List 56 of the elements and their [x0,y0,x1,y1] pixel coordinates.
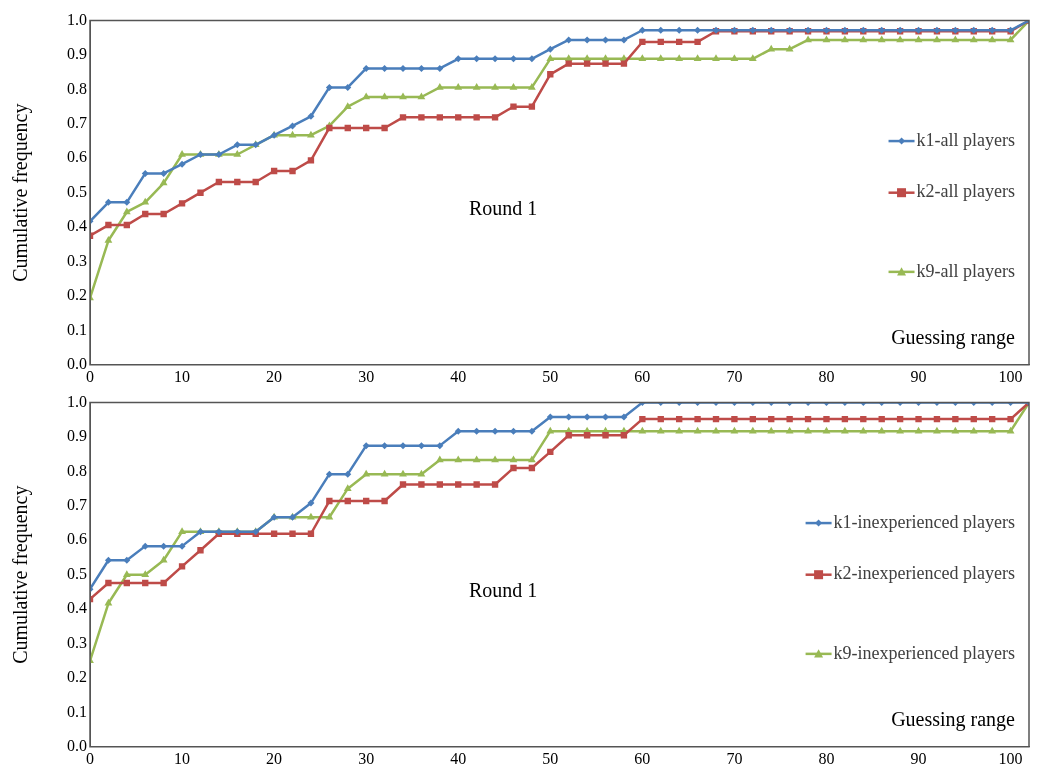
y-tick-label: 0.2 [67,286,87,304]
x-tick-label: 80 [818,749,835,767]
y-tick-label: 0.8 [67,79,87,97]
legend-label: k1-inexperienced players [833,511,1015,532]
x-tick-label: 70 [726,367,743,385]
y-tick-label: 0.1 [67,320,87,338]
y-tick-label: 0.5 [67,182,87,200]
y-tick-label: 0.3 [67,251,87,269]
y-tick-label: 0.1 [67,702,87,720]
x-tick-label: 10 [174,367,191,385]
x-tick-label: 50 [542,367,559,385]
y-tick-label: 0.4 [67,599,87,617]
x-tick-label: 0 [86,367,94,385]
y-tick-label: 0.3 [67,633,87,651]
annotation: Round 1 [468,579,538,602]
y-tick-label: 0.2 [67,668,87,686]
x-axis-title: Guessing range [891,708,1016,732]
x-tick-label: 60 [634,367,651,385]
x-tick-label: 30 [358,367,375,385]
x-tick-label: 90 [910,367,927,385]
x-tick-label: 0 [86,749,94,767]
y-axis-title: Cumulative frequency [9,485,33,664]
x-tick-label: 90 [910,749,927,767]
y-tick-label: 0.0 [67,737,87,754]
x-tick-label: 40 [450,749,467,767]
y-tick-label: 0.9 [67,45,87,63]
y-tick-label: 0.6 [67,530,87,548]
x-tick-label: 100 [998,367,1023,385]
x-tick-label: 20 [266,749,283,767]
legend-label: k9-inexperienced players [833,642,1015,663]
legend-label: k9-all players [916,260,1015,281]
x-tick-label: 80 [818,367,835,385]
x-tick-label: 60 [634,749,651,767]
x-tick-label: 40 [450,367,467,385]
y-tick-label: 0.6 [67,148,87,166]
y-tick-label: 0.4 [67,217,87,235]
x-tick-label: 70 [726,749,743,767]
y-tick-label: 0.0 [67,355,87,372]
legend-label: k1-all players [916,129,1015,150]
y-tick-label: 0.7 [67,114,87,132]
x-axis-title: Guessing range [891,326,1016,350]
y-tick-label: 0.9 [67,427,87,445]
x-tick-label: 20 [266,367,283,385]
x-tick-label: 10 [174,749,191,767]
annotation: Round 1 [468,197,538,220]
y-tick-label: 1.0 [67,392,87,410]
y-tick-label: 0.5 [67,564,87,582]
y-axis-title: Cumulative frequency [9,103,33,282]
legend-label: k2-all players [916,181,1015,202]
legend-label: k2-inexperienced players [833,563,1015,584]
y-tick-label: 0.8 [67,461,87,479]
y-tick-label: 1.0 [67,10,87,28]
x-tick-label: 50 [542,749,559,767]
y-tick-label: 0.7 [67,496,87,514]
x-tick-label: 100 [998,749,1023,767]
x-tick-label: 30 [358,749,375,767]
